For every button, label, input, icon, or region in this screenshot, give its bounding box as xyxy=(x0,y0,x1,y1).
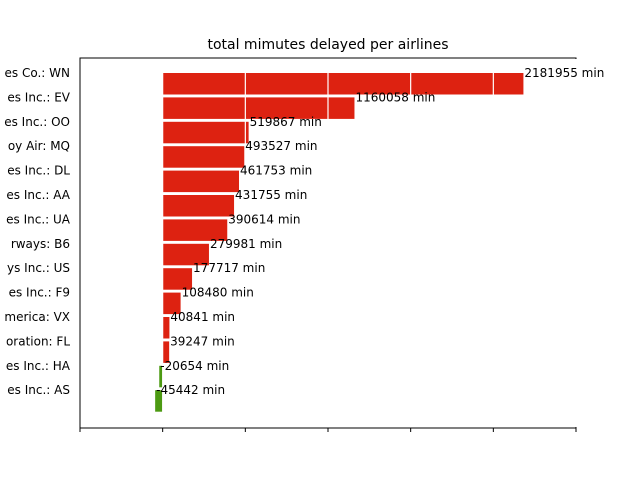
data-label: 519867 min xyxy=(250,115,322,129)
bar-7 xyxy=(162,243,209,266)
category-label: es Inc.: AA xyxy=(6,188,70,202)
data-label: 279981 min xyxy=(210,237,282,251)
category-label: rways: B6 xyxy=(11,237,70,251)
bar-5 xyxy=(162,195,235,217)
data-label: 390614 min xyxy=(228,212,300,226)
data-labels: 2181955 min 1160058 min 519867 min 493527 m… xyxy=(156,66,604,397)
bar-8 xyxy=(162,268,193,290)
data-label: 108480 min xyxy=(182,286,254,300)
category-label: merica: VX xyxy=(4,310,70,324)
category-label: es Inc.: AS xyxy=(7,383,70,397)
bar-3 xyxy=(162,146,245,168)
data-label: 493527 min xyxy=(245,139,317,153)
category-label: es Inc.: OO xyxy=(4,115,70,129)
bar-10 xyxy=(162,317,170,339)
data-label: 2181955 min xyxy=(524,66,604,80)
data-label: -20654 min xyxy=(160,359,229,373)
category-label: es Inc.: UA xyxy=(6,212,71,226)
bar-13 xyxy=(155,390,163,412)
category-label: oy Air: MQ xyxy=(8,139,70,153)
category-label: ys Inc.: US xyxy=(7,261,70,275)
category-label: es Inc.: HA xyxy=(6,359,71,373)
bars-group xyxy=(155,59,577,427)
data-label: 39247 min xyxy=(170,334,235,348)
data-label: 431755 min xyxy=(235,188,307,202)
bar-0 xyxy=(162,73,524,95)
bar-12 xyxy=(159,365,163,388)
data-label: 461753 min xyxy=(240,164,312,178)
data-label: -45442 min xyxy=(156,383,225,397)
chart-title: total mimutes delayed per airlines xyxy=(207,37,448,53)
category-label: es Inc.: DL xyxy=(7,164,70,178)
data-label: 1160058 min xyxy=(355,90,435,104)
bar-9 xyxy=(162,292,181,315)
bar-6 xyxy=(162,219,228,241)
data-label: 177717 min xyxy=(193,261,265,275)
bar-4 xyxy=(162,170,240,193)
bar-2 xyxy=(162,121,249,144)
bar-1 xyxy=(162,97,355,119)
bar-11 xyxy=(162,341,170,363)
data-label: 40841 min xyxy=(170,310,235,324)
x-ticks xyxy=(79,428,577,432)
category-label: oration: FL xyxy=(6,334,70,348)
category-label: es Inc.: EV xyxy=(7,90,70,104)
category-labels: es Co.: WN es Inc.: EV es Inc.: OO oy Air: … xyxy=(4,66,71,397)
category-label: es Co.: WN xyxy=(5,66,70,80)
category-label: es Inc.: F9 xyxy=(9,286,70,300)
